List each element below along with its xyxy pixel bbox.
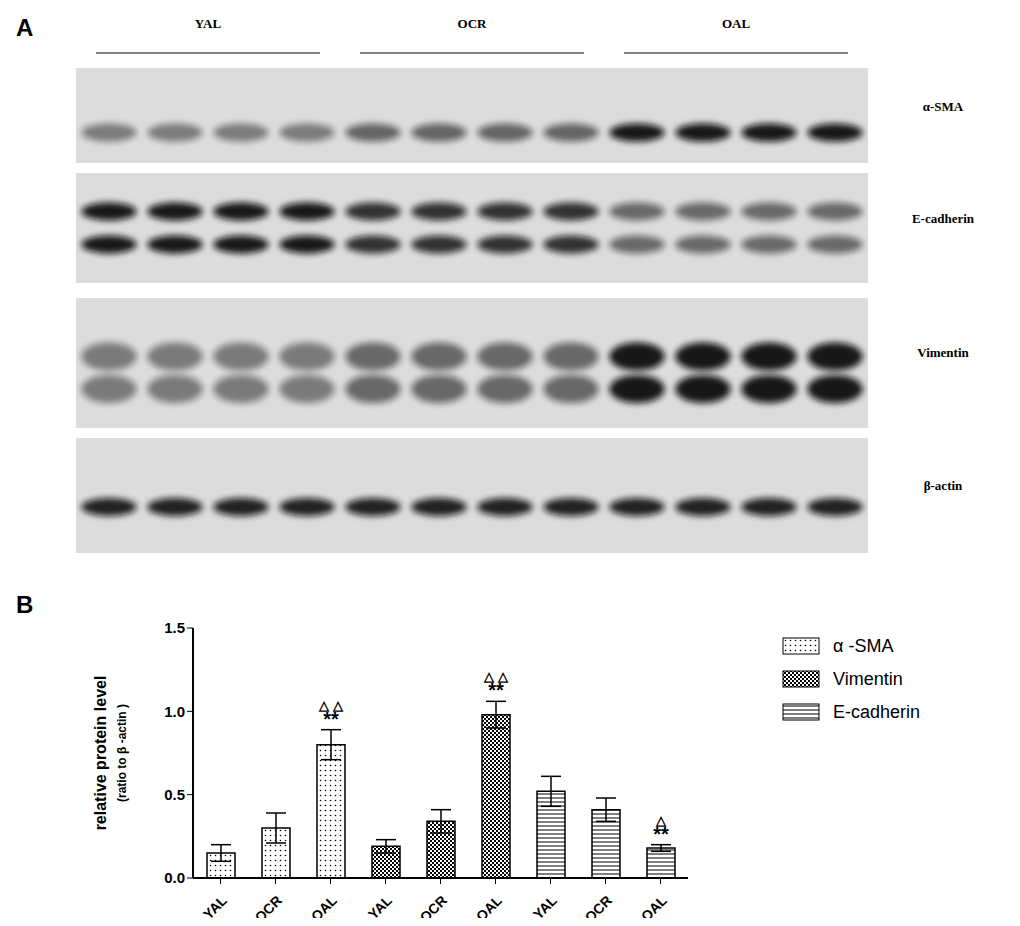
svg-text:E-cadherin: E-cadherin [912,211,975,226]
svg-text:0.5: 0.5 [164,786,185,803]
svg-text:B: B [16,591,33,618]
svg-text:1.0: 1.0 [164,703,185,720]
svg-text:E-cadherin: E-cadherin [833,702,920,722]
svg-text:OCR: OCR [458,16,488,31]
svg-text:1.5: 1.5 [164,619,185,636]
svg-text:OCR: OCR [417,892,450,918]
svg-text:OAL: OAL [473,892,506,918]
svg-text:(ratio to β -actin ): (ratio to β -actin ) [115,704,129,802]
svg-text:YAL: YAL [200,892,231,918]
svg-text:OAL: OAL [308,892,341,918]
svg-text:OAL: OAL [638,892,671,918]
svg-text:Vimentin: Vimentin [833,669,903,689]
svg-text:**: ** [488,679,504,701]
svg-text:A: A [16,14,33,41]
svg-text:OCR: OCR [582,892,615,918]
svg-text:Vimentin: Vimentin [917,345,969,360]
svg-text:β-actin: β-actin [924,478,963,493]
svg-text:OCR: OCR [252,892,285,918]
svg-text:YAL: YAL [365,892,396,918]
svg-text:**: ** [653,823,669,845]
svg-text:α-SMA: α-SMA [923,99,964,114]
svg-text:YAL: YAL [195,16,222,31]
svg-text:YAL: YAL [530,892,561,918]
svg-text:**: ** [323,708,339,730]
svg-text:0.0: 0.0 [164,869,185,886]
svg-text:OAL: OAL [722,16,751,31]
svg-text:relative protein level: relative protein level [92,676,109,831]
svg-text:α -SMA: α -SMA [833,636,893,656]
